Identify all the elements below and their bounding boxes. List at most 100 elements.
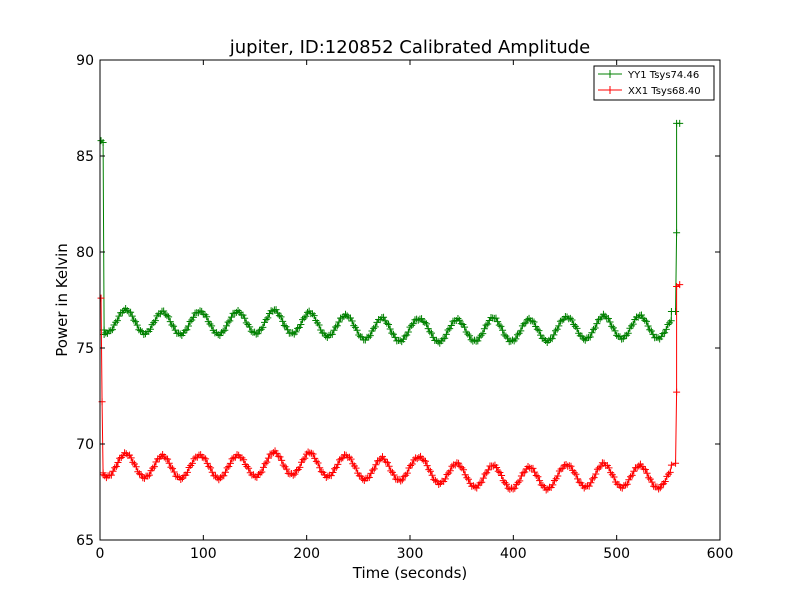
data-point — [302, 312, 310, 320]
data-point — [371, 323, 379, 331]
data-point — [676, 281, 684, 289]
data-point — [386, 325, 394, 333]
data-point — [592, 470, 600, 478]
data-point — [500, 331, 508, 339]
data-point — [673, 388, 681, 396]
y-tick-label: 70 — [76, 437, 94, 453]
legend-box — [593, 65, 715, 101]
data-point — [188, 459, 196, 467]
data-point — [97, 294, 105, 302]
data-point — [322, 332, 330, 340]
data-point — [314, 459, 322, 467]
data-point — [301, 454, 309, 462]
data-point — [152, 458, 160, 466]
data-point — [464, 330, 472, 338]
data-point — [151, 317, 159, 325]
data-point — [536, 477, 544, 485]
data-point — [617, 483, 625, 491]
data-point — [511, 484, 519, 492]
data-point — [560, 461, 568, 469]
data-point — [625, 476, 633, 484]
data-point — [585, 334, 593, 342]
data-point — [664, 321, 672, 329]
data-point — [139, 474, 147, 482]
data-point — [481, 470, 489, 478]
data-point — [162, 455, 170, 463]
data-point — [225, 462, 233, 470]
data-point — [230, 454, 238, 462]
data-point — [383, 459, 391, 467]
data-point — [222, 322, 230, 330]
data-point — [442, 330, 450, 338]
data-point — [114, 459, 122, 467]
data-point — [608, 322, 616, 330]
data-point — [427, 329, 435, 337]
data-point — [426, 467, 434, 475]
data-point — [335, 318, 343, 326]
data-point — [294, 324, 302, 332]
data-point — [407, 461, 415, 469]
data-point — [403, 331, 411, 339]
data-point — [203, 313, 211, 321]
data-point — [624, 329, 632, 337]
data-point — [593, 320, 601, 328]
data-point — [408, 460, 416, 468]
data-point — [297, 320, 305, 328]
data-point — [559, 464, 567, 472]
data-point — [426, 328, 434, 336]
data-point — [644, 322, 652, 330]
data-point — [650, 482, 658, 490]
data-point — [629, 320, 637, 328]
data-point — [672, 308, 680, 316]
data-point — [441, 475, 449, 483]
data-point — [208, 322, 216, 330]
data-point — [474, 337, 482, 345]
data-point — [293, 467, 301, 475]
data-point — [261, 460, 269, 468]
data-point — [572, 470, 580, 478]
data-point — [461, 323, 469, 331]
data-point — [503, 480, 511, 488]
data-point — [145, 471, 153, 479]
data-point — [495, 321, 503, 329]
data-point — [421, 319, 429, 327]
data-point — [456, 463, 464, 471]
data-point — [597, 462, 605, 470]
axis-ticks: 0 100 200 300 400 500 600 65 70 75 80 85 90 — [76, 53, 733, 562]
data-point — [424, 325, 432, 333]
data-point — [483, 469, 491, 477]
data-point — [574, 475, 582, 483]
data-point — [256, 469, 264, 477]
data-point — [317, 468, 325, 476]
data-point — [466, 332, 474, 340]
data-point — [208, 468, 216, 476]
data-point — [657, 333, 665, 341]
data-point — [296, 463, 304, 471]
data-point — [221, 468, 229, 476]
data-point — [661, 329, 669, 337]
data-point — [461, 471, 469, 479]
data-point — [431, 476, 439, 484]
data-point — [109, 467, 117, 475]
data-point — [553, 325, 561, 333]
data-point — [104, 472, 112, 480]
data-point — [414, 316, 422, 324]
data-point — [463, 474, 471, 482]
data-point — [630, 467, 638, 475]
data-point — [226, 459, 234, 467]
data-point — [342, 310, 350, 318]
data-point — [170, 322, 178, 330]
data-point — [289, 329, 297, 337]
x-tick-label: 0 — [96, 546, 105, 562]
data-point — [401, 332, 409, 340]
data-point — [189, 313, 197, 321]
data-point — [385, 462, 393, 470]
data-point — [325, 331, 333, 339]
data-point — [259, 323, 267, 331]
data-point — [227, 313, 235, 321]
data-point — [449, 317, 457, 325]
data-point — [382, 458, 390, 466]
data-point — [403, 469, 411, 477]
data-point — [231, 309, 239, 317]
data-point — [528, 317, 536, 325]
